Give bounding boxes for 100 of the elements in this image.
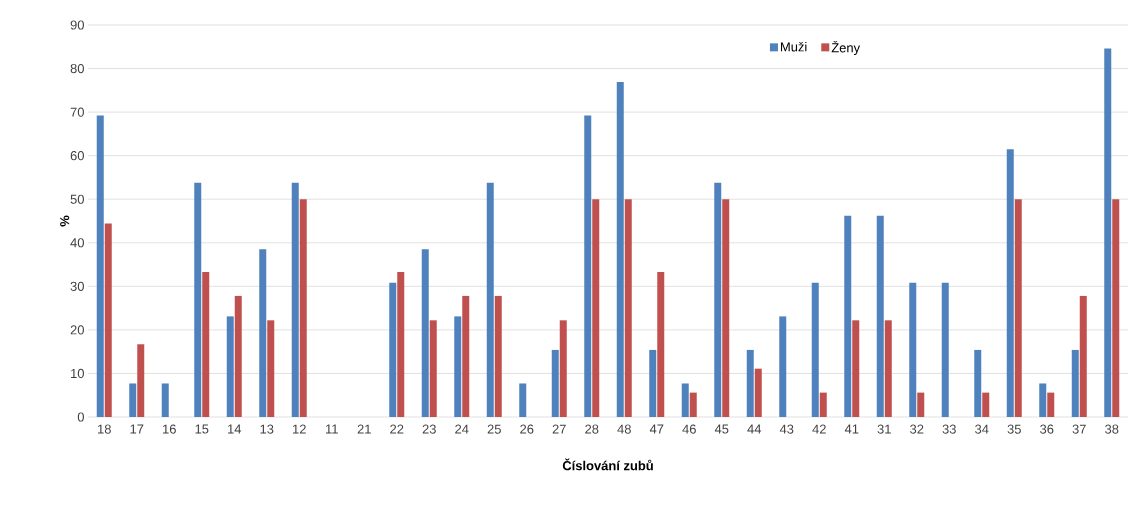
bar [657,271,665,417]
bar [519,383,527,417]
bar [1039,383,1047,417]
bar [397,271,405,417]
bar [291,182,299,417]
x-tick-label: 23 [422,424,436,434]
x-tick-label: 12 [293,424,306,434]
y-tick-label: 40 [70,238,84,248]
x-tick-label: 15 [195,424,209,434]
bar [714,182,722,417]
bar [876,215,884,417]
x-tick-label: 34 [975,424,989,434]
bar [1006,149,1014,417]
bar [1014,199,1022,417]
x-tick-label: 38 [1105,424,1119,434]
x-tick-label: 33 [942,424,956,434]
x-tick-label: 47 [649,424,664,434]
bar [1104,48,1112,417]
bar [559,320,567,417]
bar [1071,349,1079,417]
x-tick-label: 22 [390,424,404,434]
y-axis-title: % [60,215,70,227]
legend-label: Ženy [831,40,861,55]
bar [722,199,730,417]
bar [299,199,307,417]
bar [226,316,234,417]
bar [649,349,657,417]
bar [1079,295,1087,417]
x-tick-label: 45 [714,424,729,434]
x-tick-label: 36 [1040,424,1054,434]
bar [104,223,112,417]
x-tick-label: 37 [1072,424,1086,434]
y-tick-label: 20 [70,325,84,335]
bar [779,316,787,417]
y-tick-label: 30 [70,281,84,291]
bar [917,392,925,417]
bar [389,282,397,417]
x-tick-label: 32 [910,424,924,434]
bar [616,82,624,417]
x-tick-label: 13 [260,424,274,434]
x-tick-label: 24 [455,424,469,434]
legend-label: Muži [781,41,807,52]
x-tick-label: 16 [163,424,176,434]
x-axis-title: Číslování zubů [562,458,653,471]
bar [624,199,632,417]
bar [96,115,104,417]
bar [689,392,697,417]
bar [429,320,437,417]
y-tick-label: 10 [71,368,84,379]
x-tick-label: 41 [844,424,859,434]
x-tick-label: 46 [682,424,696,434]
bar [982,392,990,417]
bar [421,249,429,417]
bar [746,349,754,417]
bar [267,320,275,417]
y-tick-label: 70 [70,107,84,117]
x-tick-label: 42 [812,424,826,434]
y-tick-label: 80 [70,63,84,74]
bar [454,316,462,417]
x-tick-label: 25 [487,424,501,434]
bar [259,249,267,417]
y-tick-label: 50 [70,194,84,204]
bar [584,115,592,417]
bar [486,182,494,417]
x-tick-label: 21 [357,424,371,434]
y-tick-label: 60 [70,151,84,161]
x-tick-label: 31 [877,424,891,434]
bar [1047,392,1055,417]
bar [941,282,949,417]
bar [462,295,470,417]
bar [909,282,917,417]
bar [129,383,137,417]
x-tick-label: 44 [747,424,762,434]
x-tick-label: 26 [520,424,534,434]
bar [754,368,762,417]
bar [194,182,202,417]
bar [551,349,559,417]
x-tick-label: 18 [98,424,111,434]
x-tick-label: 11 [326,424,338,434]
bar [137,344,145,417]
x-tick-label: 27 [552,424,566,434]
bar [884,320,892,417]
bar [161,383,169,417]
x-tick-label: 28 [585,424,599,434]
x-tick-label: 14 [228,424,242,434]
x-tick-label: 35 [1007,424,1021,434]
bar [811,282,819,417]
bar [974,349,982,417]
bar [681,383,689,417]
bar [852,320,860,417]
bar [494,295,502,417]
x-tick-label: 43 [779,424,794,434]
bar [819,392,827,417]
bar [202,271,210,417]
bar [844,215,852,417]
y-tick-label: 0 [77,412,84,422]
y-tick-label: 90 [70,20,84,30]
bar [592,199,600,417]
x-tick-label: 48 [617,424,631,434]
bar [1112,199,1120,417]
